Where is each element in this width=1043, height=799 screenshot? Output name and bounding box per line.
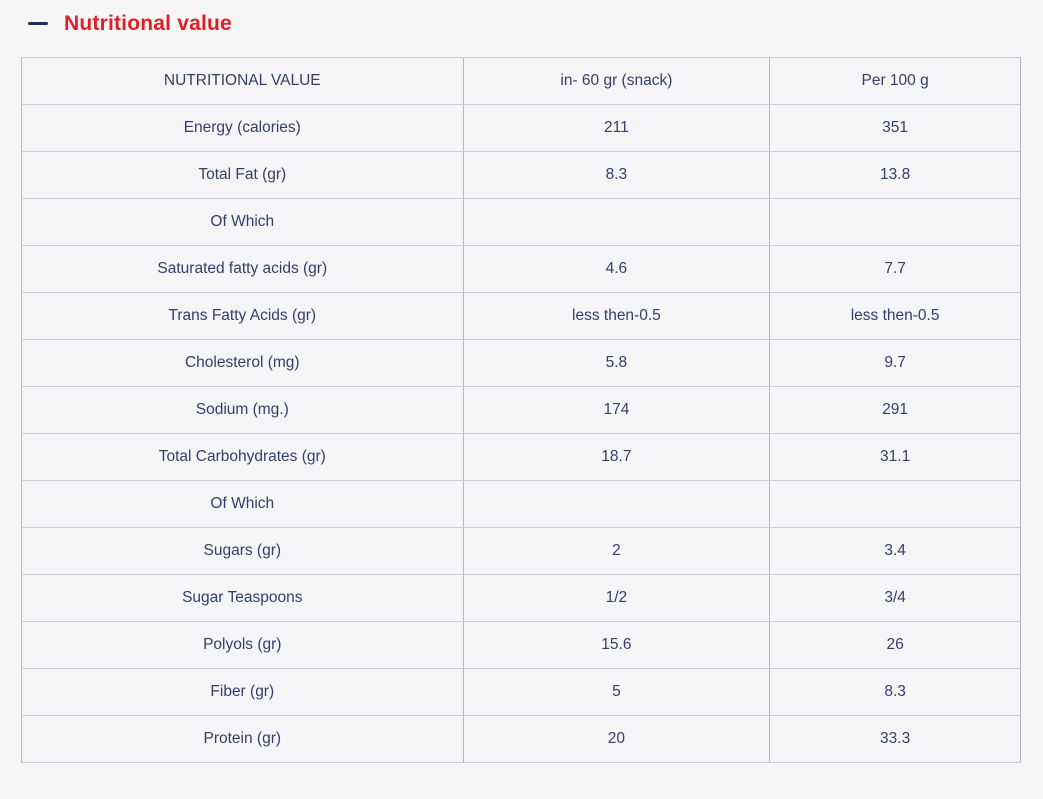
row-label: Of Which <box>21 198 464 246</box>
row-per100-value: 291 <box>769 386 1021 434</box>
row-snack-value <box>462 198 771 246</box>
row-label: Trans Fatty Acids (gr) <box>21 292 464 340</box>
table-row: Trans Fatty Acids (gr) less then-0.5 les… <box>21 292 1021 340</box>
table-row: Energy (calories) 211 351 <box>21 104 1021 152</box>
table-row: Cholesterol (mg) 5.8 9.7 <box>21 339 1021 387</box>
row-per100-value: 33.3 <box>769 715 1021 763</box>
row-per100-value: 7.7 <box>769 245 1021 293</box>
section-dash-icon <box>28 21 48 25</box>
table-row: Sugars (gr) 2 3.4 <box>21 527 1021 575</box>
row-per100-value <box>769 198 1021 246</box>
row-per100-value: 351 <box>769 104 1021 152</box>
table-row: Fiber (gr) 5 8.3 <box>21 668 1021 716</box>
row-snack-value: 15.6 <box>462 621 771 669</box>
row-snack-value <box>462 480 771 528</box>
row-label: Sodium (mg.) <box>21 386 464 434</box>
header-nutritional-value: NUTRITIONAL VALUE <box>21 57 464 105</box>
row-per100-value: 3.4 <box>769 527 1021 575</box>
row-snack-value: 174 <box>462 386 771 434</box>
row-snack-value: 18.7 <box>462 433 771 481</box>
row-label: Sugars (gr) <box>21 527 464 575</box>
row-per100-value: 26 <box>769 621 1021 669</box>
row-snack-value: 1/2 <box>462 574 771 622</box>
row-per100-value: less then-0.5 <box>769 292 1021 340</box>
header-per-100g: Per 100 g <box>769 57 1021 105</box>
row-label: Of Which <box>21 480 464 528</box>
table-row: Total Fat (gr) 8.3 13.8 <box>21 151 1021 199</box>
nutrition-table: NUTRITIONAL VALUE in- 60 gr (snack) Per … <box>21 57 1021 763</box>
row-label: Polyols (gr) <box>21 621 464 669</box>
row-label: Cholesterol (mg) <box>21 339 464 387</box>
row-label: Fiber (gr) <box>21 668 464 716</box>
row-label: Sugar Teaspoons <box>21 574 464 622</box>
table-row: Saturated fatty acids (gr) 4.6 7.7 <box>21 245 1021 293</box>
row-snack-value: 20 <box>462 715 771 763</box>
row-snack-value: 211 <box>462 104 771 152</box>
row-label: Saturated fatty acids (gr) <box>21 245 464 293</box>
row-per100-value: 8.3 <box>769 668 1021 716</box>
table-row: Of Which <box>21 480 1021 528</box>
section-header: Nutritional value <box>0 0 1043 36</box>
row-label: Energy (calories) <box>21 104 464 152</box>
row-per100-value: 13.8 <box>769 151 1021 199</box>
row-snack-value: 8.3 <box>462 151 771 199</box>
section-title: Nutritional value <box>64 11 232 35</box>
row-per100-value: 31.1 <box>769 433 1021 481</box>
row-per100-value: 9.7 <box>769 339 1021 387</box>
row-snack-value: less then-0.5 <box>462 292 771 340</box>
table-row: Total Carbohydrates (gr) 18.7 31.1 <box>21 433 1021 481</box>
row-per100-value: 3/4 <box>769 574 1021 622</box>
table-header-row: NUTRITIONAL VALUE in- 60 gr (snack) Per … <box>21 57 1021 105</box>
row-snack-value: 5.8 <box>462 339 771 387</box>
row-label: Total Fat (gr) <box>21 151 464 199</box>
row-snack-value: 4.6 <box>462 245 771 293</box>
row-label: Total Carbohydrates (gr) <box>21 433 464 481</box>
table-row: Sugar Teaspoons 1/2 3/4 <box>21 574 1021 622</box>
row-snack-value: 2 <box>462 527 771 575</box>
row-label: Protein (gr) <box>21 715 464 763</box>
table-row: Polyols (gr) 15.6 26 <box>21 621 1021 669</box>
table-row: Protein (gr) 20 33.3 <box>21 715 1021 763</box>
header-per-snack: in- 60 gr (snack) <box>462 57 771 105</box>
table-row: Sodium (mg.) 174 291 <box>21 386 1021 434</box>
row-per100-value <box>769 480 1021 528</box>
row-snack-value: 5 <box>462 668 771 716</box>
table-row: Of Which <box>21 198 1021 246</box>
